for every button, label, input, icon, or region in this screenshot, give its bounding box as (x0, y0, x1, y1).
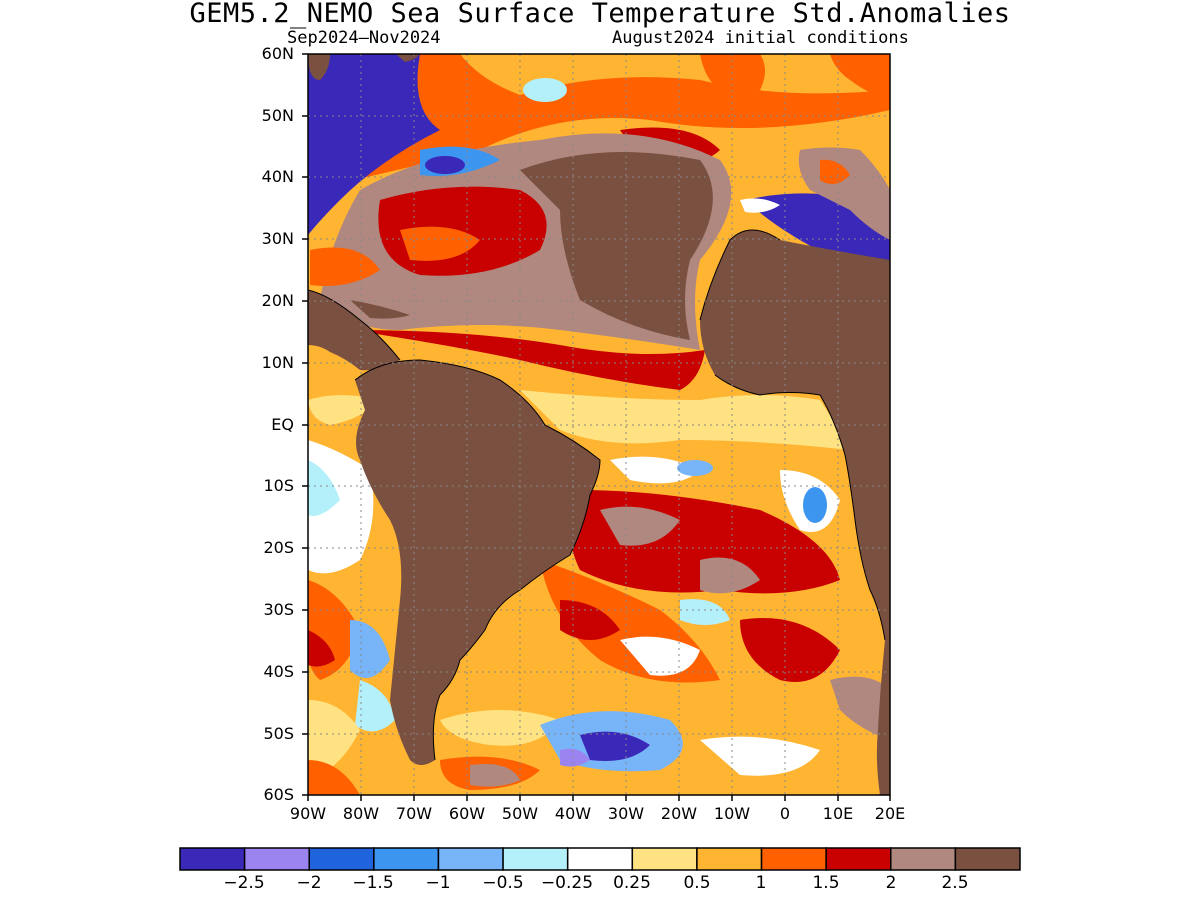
lon-label: 80W (342, 804, 380, 823)
colorbar (179, 847, 1021, 871)
colorbar-label: 1.5 (812, 873, 840, 893)
south-america-land (355, 360, 600, 765)
colorbar-swatch (760, 847, 827, 871)
colorbar-label: 0.25 (613, 873, 651, 893)
colorbar-swatch (825, 847, 892, 871)
africa-land (700, 230, 890, 795)
lat-label: 10S (263, 476, 294, 495)
lon-label: 20E (874, 804, 906, 823)
lon-label: 10W (713, 804, 751, 823)
lat-label: 40S (263, 662, 294, 681)
lat-label: 20N (261, 291, 294, 310)
map-ticks (302, 53, 891, 801)
lon-label: 50W (501, 804, 539, 823)
lon-label: 20W (660, 804, 698, 823)
lon-label: 60W (448, 804, 486, 823)
lon-label: 90W (289, 804, 327, 823)
lon-label: 30W (607, 804, 645, 823)
colorbar-swatch (502, 847, 569, 871)
forecast-period: Sep2024–Nov2024 (287, 28, 441, 48)
lat-label: 60S (263, 785, 294, 804)
colorbar-label: 1 (755, 873, 767, 893)
initial-conditions: August2024 initial conditions (612, 28, 909, 48)
colorbar-swatch (373, 847, 440, 871)
lon-label: 10E (822, 804, 854, 823)
lat-label: 10N (261, 353, 294, 372)
colorbar-swatch (954, 847, 1021, 871)
colorbar-label: −1.5 (352, 873, 394, 893)
lat-label: 30S (263, 600, 294, 619)
colorbar-label: −1 (425, 873, 451, 893)
lat-label: 50N (261, 106, 294, 125)
lon-label: 0 (779, 804, 791, 823)
colorbar-swatch (437, 847, 504, 871)
lat-label: EQ (271, 415, 294, 434)
colorbar-label: 2 (885, 873, 897, 893)
colorbar-label: 2.5 (941, 873, 969, 893)
map-plot-area (308, 54, 890, 795)
lat-label: 60N (261, 44, 294, 63)
lon-label: 40W (554, 804, 592, 823)
colorbar-label: −0.25 (540, 873, 594, 893)
colorbar-swatch (179, 847, 246, 871)
lat-label: 40N (261, 167, 294, 186)
colorbar-label: −2.5 (223, 873, 265, 893)
colorbar-swatch (243, 847, 310, 871)
colorbar-label: −2 (296, 873, 322, 893)
lat-label: 20S (263, 538, 294, 557)
colorbar-label: −0.5 (482, 873, 524, 893)
colorbar-swatch (308, 847, 375, 871)
lat-label: 30N (261, 229, 294, 248)
lat-label: 50S (263, 724, 294, 743)
colorbar-swatch (890, 847, 957, 871)
colorbar-swatch (631, 847, 698, 871)
colorbar-swatch (566, 847, 634, 871)
colorbar-swatch (696, 847, 763, 871)
colorbar-label: 0.5 (683, 873, 711, 893)
lon-label: 70W (395, 804, 433, 823)
map-title: GEM5.2_NEMO Sea Surface Temperature Std.… (189, 0, 1011, 29)
